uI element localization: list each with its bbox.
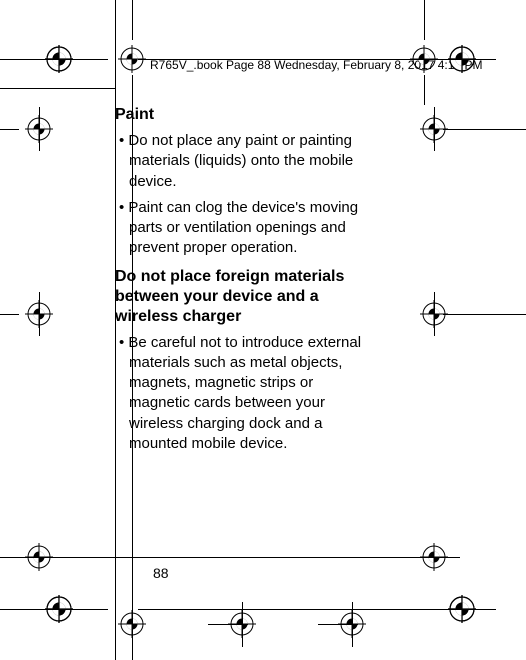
crop-line (39, 107, 40, 151)
bullet-item: Be careful not to introduce external mat… (115, 333, 377, 455)
page-number: 88 (153, 565, 169, 581)
heading-paint: Paint (115, 105, 377, 125)
crop-line (0, 88, 115, 89)
crop-line (0, 129, 19, 130)
crop-line (0, 59, 108, 60)
crop-line (138, 609, 496, 610)
crop-line (115, 0, 116, 660)
page-content: Paint Do not place any paint or painting… (115, 105, 377, 460)
crop-line (424, 75, 425, 105)
crop-line (242, 602, 243, 647)
crop-line (352, 602, 353, 647)
bullet-item: Paint can clog the device's moving parts… (115, 198, 377, 259)
crop-line (434, 292, 435, 336)
crop-line (424, 0, 425, 40)
crop-line (434, 107, 435, 151)
heading-foreign-materials: Do not place foreign materials between y… (115, 267, 377, 327)
crop-line (138, 59, 496, 60)
crop-line (132, 0, 133, 40)
crop-line (0, 314, 19, 315)
crop-line (0, 609, 108, 610)
crop-line (443, 314, 526, 315)
bullet-item: Do not place any paint or painting mater… (115, 131, 377, 192)
crop-line (132, 75, 133, 660)
crop-line (39, 292, 40, 336)
crop-line (443, 129, 526, 130)
crop-line (0, 557, 460, 558)
